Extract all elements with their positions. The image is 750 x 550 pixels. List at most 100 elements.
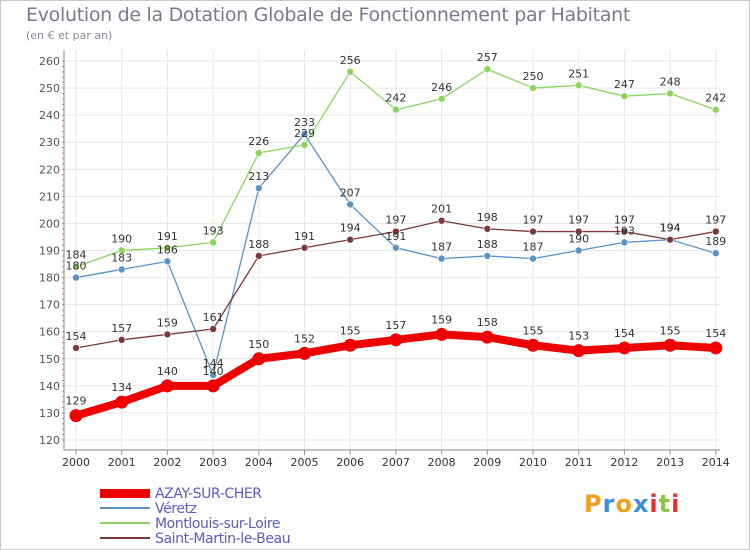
chart-subtitle: (en € et par an) (26, 29, 113, 42)
data-label-montlouis-sur-loire: 193 (203, 224, 224, 237)
data-point-azay-sur-cher (252, 352, 266, 366)
data-point-azay-sur-cher (572, 344, 586, 358)
data-point-montlouis-sur-loire (711, 105, 720, 114)
data-label-v-retz: 213 (248, 170, 269, 183)
legend-swatch-veretz (100, 507, 150, 509)
data-label-v-retz: 186 (157, 243, 178, 256)
legend-swatch-saint-martin (100, 537, 150, 539)
data-point-azay-sur-cher (206, 379, 220, 393)
data-label-azay-sur-cher: 153 (568, 330, 589, 343)
data-label-v-retz: 180 (66, 260, 87, 273)
data-label-saint-martin-le-beau: 197 (523, 214, 544, 227)
data-point-v-retz (117, 265, 126, 274)
x-tick-label: 2005 (291, 456, 319, 469)
data-point-azay-sur-cher (663, 338, 677, 352)
logo-letter: t (658, 490, 672, 518)
x-tick-label: 2008 (428, 456, 456, 469)
data-point-montlouis-sur-loire (254, 149, 263, 157)
logo-letter: x (632, 490, 650, 518)
data-point-saint-martin-le-beau (346, 235, 355, 244)
data-point-montlouis-sur-loire (483, 65, 492, 73)
data-point-saint-martin-le-beau (72, 344, 80, 352)
data-label-v-retz: 187 (523, 241, 544, 254)
data-label-saint-martin-le-beau: 198 (477, 211, 498, 224)
data-point-azay-sur-cher (115, 395, 129, 409)
data-label-montlouis-sur-loire: 242 (705, 92, 726, 105)
chart-title: Evolution de la Dotation Globale de Fonc… (26, 4, 631, 26)
x-tick-label: 2010 (519, 456, 547, 469)
data-label-azay-sur-cher: 129 (66, 395, 87, 408)
data-point-saint-martin-le-beau (300, 243, 309, 252)
data-point-azay-sur-cher (617, 341, 631, 355)
data-label-saint-martin-le-beau: 197 (568, 214, 589, 227)
y-tick-label: 250 (39, 82, 60, 95)
data-label-montlouis-sur-loire: 247 (614, 78, 635, 91)
data-label-azay-sur-cher: 155 (660, 324, 681, 337)
data-label-azay-sur-cher: 155 (523, 324, 544, 337)
data-point-saint-martin-le-beau (209, 325, 217, 333)
data-point-montlouis-sur-loire (620, 92, 629, 100)
y-tick-label: 230 (39, 136, 60, 149)
data-label-v-retz: 188 (477, 238, 498, 251)
x-tick-label: 2014 (702, 456, 730, 469)
data-label-montlouis-sur-loire: 256 (340, 54, 361, 67)
data-label-montlouis-sur-loire: 229 (294, 127, 315, 140)
data-point-montlouis-sur-loire (117, 246, 126, 255)
data-point-v-retz (574, 246, 583, 255)
legend-label-azay: AZAY-SUR-CHER (155, 486, 262, 502)
data-point-montlouis-sur-loire (574, 81, 583, 90)
data-label-azay-sur-cher: 158 (477, 316, 498, 329)
data-point-v-retz (346, 200, 355, 209)
data-label-saint-martin-le-beau: 154 (66, 330, 87, 343)
logo-letter: i (649, 490, 659, 518)
data-point-montlouis-sur-loire (666, 89, 674, 98)
data-point-montlouis-sur-loire (392, 105, 400, 114)
data-point-montlouis-sur-loire (437, 95, 446, 103)
data-point-azay-sur-cher (709, 341, 723, 355)
y-tick-label: 260 (39, 55, 60, 68)
data-label-azay-sur-cher: 134 (111, 381, 132, 394)
data-point-saint-martin-le-beau (437, 216, 446, 225)
y-tick-label: 240 (39, 109, 60, 122)
data-label-montlouis-sur-loire: 250 (523, 70, 544, 83)
y-tick-label: 140 (39, 380, 60, 393)
y-tick-label: 170 (39, 299, 60, 312)
y-tick-label: 200 (39, 217, 60, 230)
data-point-saint-martin-le-beau (711, 227, 720, 236)
data-label-v-retz: 191 (385, 230, 406, 243)
data-label-azay-sur-cher: 140 (203, 365, 224, 378)
data-point-v-retz (72, 273, 80, 282)
data-label-v-retz: 190 (568, 233, 589, 246)
data-point-azay-sur-cher (480, 330, 494, 344)
y-tick-label: 130 (39, 407, 60, 420)
data-label-azay-sur-cher: 150 (248, 338, 269, 351)
data-point-montlouis-sur-loire (163, 243, 172, 252)
data-label-azay-sur-cher: 154 (705, 327, 726, 340)
data-label-azay-sur-cher: 140 (157, 365, 178, 378)
data-label-montlouis-sur-loire: 242 (385, 92, 406, 105)
data-label-v-retz: 193 (614, 224, 635, 237)
x-tick-label: 2001 (108, 456, 136, 469)
data-label-azay-sur-cher: 152 (294, 332, 315, 345)
data-point-montlouis-sur-loire (72, 262, 80, 271)
x-tick-label: 2006 (336, 456, 364, 469)
data-label-saint-martin-le-beau: 157 (111, 322, 132, 335)
data-point-v-retz (437, 254, 446, 263)
y-tick-label: 210 (39, 190, 60, 203)
x-tick-label: 2011 (565, 456, 593, 469)
data-label-montlouis-sur-loire: 251 (568, 67, 589, 80)
data-point-v-retz (254, 184, 263, 193)
data-point-azay-sur-cher (160, 379, 174, 393)
data-point-azay-sur-cher (298, 346, 311, 360)
data-point-azay-sur-cher (526, 338, 540, 352)
data-label-saint-martin-le-beau: 197 (385, 214, 406, 227)
data-point-montlouis-sur-loire (346, 68, 355, 76)
data-label-azay-sur-cher: 154 (614, 327, 635, 340)
y-tick-label: 150 (39, 353, 60, 366)
data-label-azay-sur-cher: 159 (431, 313, 452, 326)
data-point-v-retz (300, 130, 309, 138)
data-label-montlouis-sur-loire: 226 (248, 135, 269, 148)
logo-letter: o (615, 490, 633, 518)
data-point-saint-martin-le-beau (117, 336, 126, 344)
